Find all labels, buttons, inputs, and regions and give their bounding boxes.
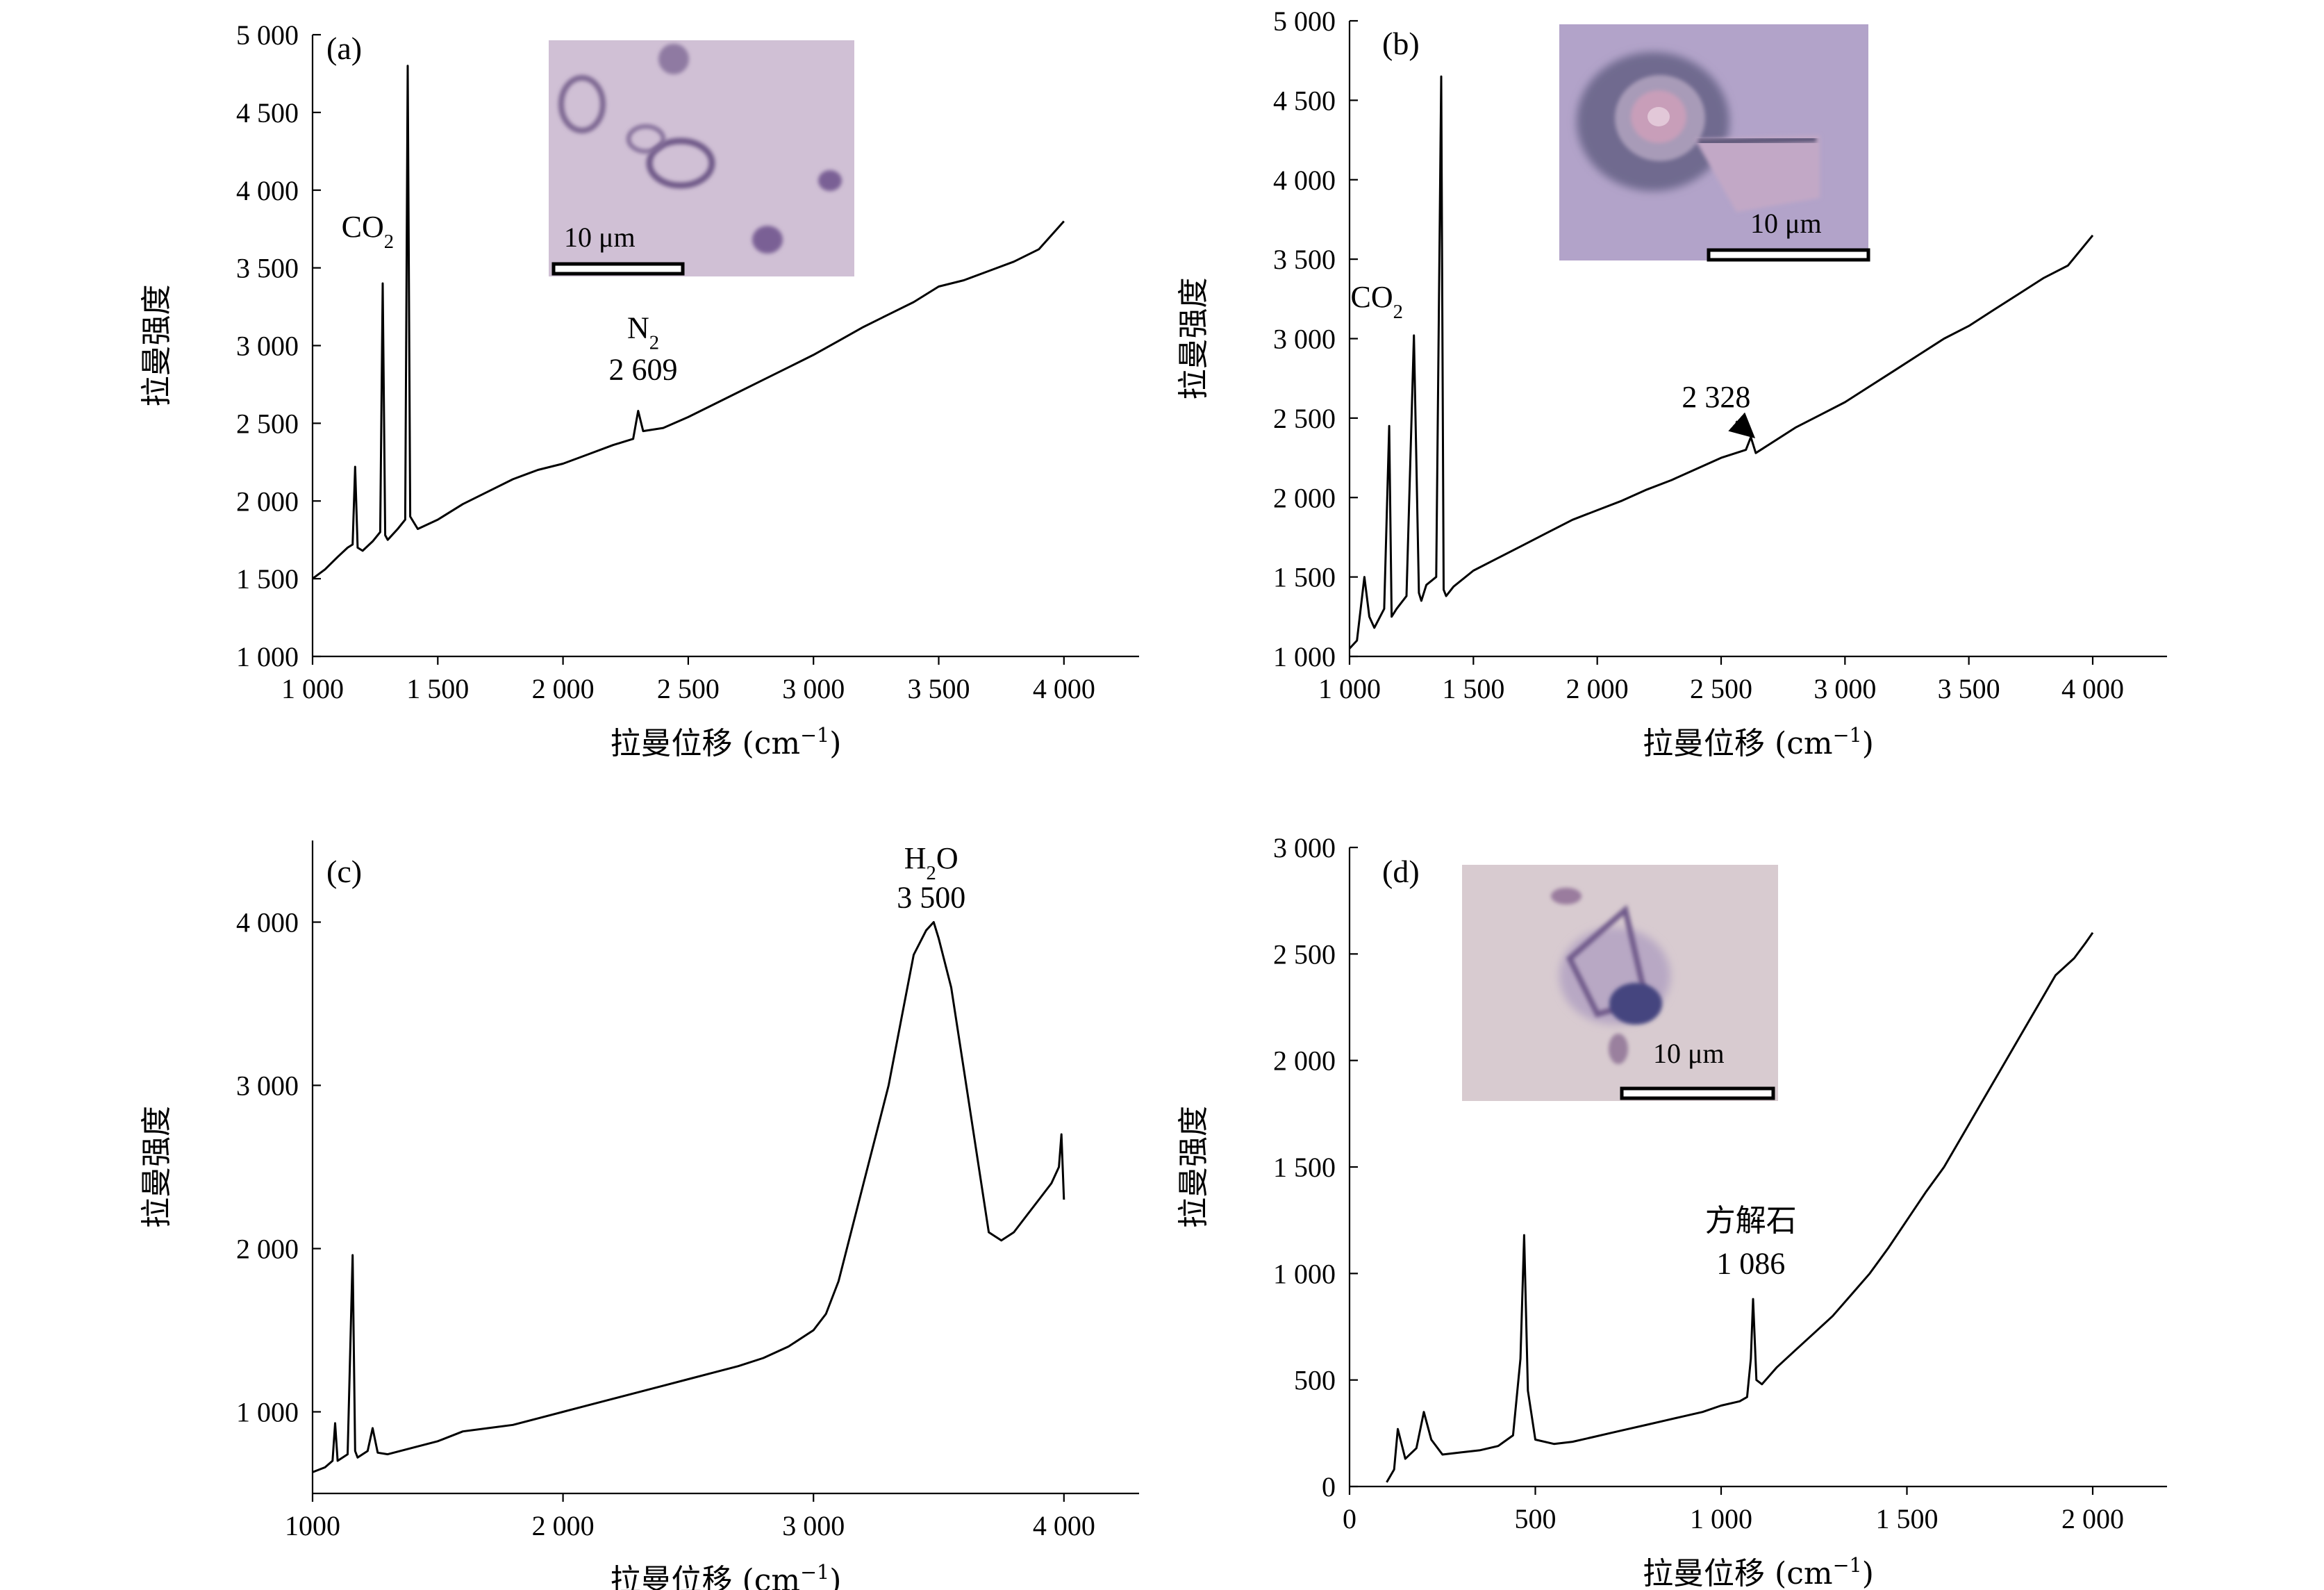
- y-tick-label: 2 500: [236, 408, 299, 439]
- inset-photo-b: [1559, 24, 1870, 262]
- y-tick-label: 3 000: [1273, 324, 1336, 355]
- peak-annotation: CO2: [1351, 280, 1403, 323]
- y-tick-label: 2 500: [1273, 938, 1336, 970]
- y-tick-label: 1 000: [1273, 1258, 1336, 1289]
- peak-annotation: 1 086: [1716, 1246, 1785, 1280]
- x-tick-label: 3 500: [908, 673, 970, 704]
- y-tick-label: 3 500: [1273, 244, 1336, 275]
- panel-label: (c): [326, 854, 362, 889]
- y-tick-label: 1 500: [236, 563, 299, 595]
- y-axis-title: 拉曼强度: [139, 1106, 174, 1228]
- peak-annotation: CO2: [342, 210, 394, 253]
- y-tick-label: 3 000: [1273, 832, 1336, 863]
- spectrum-line: [312, 65, 1065, 580]
- y-axis-title: 拉曼强度: [139, 285, 174, 407]
- peak-arrow: [1728, 412, 1756, 439]
- y-tick-label: 4 000: [1273, 165, 1336, 196]
- y-tick-label: 2 500: [1273, 403, 1336, 434]
- inset-scale-label-d: 10 μm: [1653, 1038, 1725, 1069]
- y-tick-label: 4 000: [236, 175, 299, 206]
- peak-annotation: 2 328: [1682, 380, 1750, 414]
- inset-photo-a: [549, 40, 854, 276]
- y-tick-label: 2 000: [1273, 482, 1336, 513]
- inset-photo-d: [1462, 865, 1778, 1101]
- inset-scale-label-a: 10 μm: [564, 222, 636, 253]
- peak-annotation: N2: [627, 310, 659, 354]
- y-tick-label: 1 500: [1273, 1152, 1336, 1183]
- x-tick-label: 1 000: [1318, 673, 1381, 704]
- x-tick-label: 1 500: [406, 673, 469, 704]
- y-tick-label: 5 000: [236, 19, 299, 51]
- y-tick-label: 3 000: [236, 331, 299, 362]
- y-tick-label: 1 000: [236, 1397, 299, 1428]
- inset-scale-label-b: 10 μm: [1750, 208, 1822, 239]
- y-tick-label: 5 000: [1273, 6, 1336, 37]
- x-tick-label: 3 000: [782, 673, 845, 704]
- y-tick-label: 4 500: [1273, 85, 1336, 116]
- y-tick-label: 500: [1294, 1365, 1336, 1396]
- panel-label: (a): [326, 31, 362, 66]
- panel-a: 1 000 1 500 2 000 2 500 3 000 3 500 4 000 1 000…: [139, 19, 1139, 761]
- y-tick-label: 2 000: [236, 1234, 299, 1265]
- y-tick-label: 1 500: [1273, 562, 1336, 593]
- x-tick-label: 3 500: [1938, 673, 2000, 704]
- panel-c: 1000 2 000 3 000 4 000 1 000 2 000 3 000 4 000 拉…: [139, 840, 1139, 1590]
- x-tick-label: 3 000: [782, 1510, 845, 1541]
- x-tick-label: 2 000: [2061, 1503, 2124, 1534]
- x-axis-title: 拉曼位移 (cm−1): [611, 1560, 842, 1590]
- y-tick-label: 3 500: [236, 253, 299, 284]
- x-tick-label: 500: [1515, 1503, 1557, 1534]
- peak-annotation: 3 500: [897, 880, 965, 914]
- x-tick-label: 1 000: [281, 673, 344, 704]
- x-tick-label: 3 000: [1813, 673, 1876, 704]
- x-tick-label: 4 000: [1033, 1510, 1095, 1541]
- x-axis-title: 拉曼位移 (cm−1): [1643, 1553, 1874, 1590]
- x-tick-label: 1 500: [1876, 1503, 1939, 1534]
- y-tick-label: 2 000: [1273, 1045, 1336, 1077]
- x-tick-label: 2 500: [657, 673, 720, 704]
- x-tick-label: 2 000: [1566, 673, 1629, 704]
- y-axis-title: 拉曼强度: [1176, 1106, 1211, 1228]
- panel-d: 0 500 1 000 1 500 2 000 0 500 1 000 1 500 2 000 2 …: [1176, 832, 2167, 1590]
- peak-annotation: H2O: [904, 841, 958, 884]
- x-tick-label: 1 000: [1690, 1503, 1752, 1534]
- y-tick-label: 1 000: [1273, 641, 1336, 672]
- x-tick-label: 0: [1343, 1503, 1356, 1534]
- x-tick-label: 4 000: [1033, 673, 1095, 704]
- panel-label: (b): [1382, 26, 1420, 61]
- y-axis-title: 拉曼强度: [1176, 278, 1211, 400]
- y-tick-label: 1 000: [236, 641, 299, 672]
- y-tick-label: 2 000: [236, 486, 299, 517]
- panel-label: (d): [1382, 854, 1420, 889]
- panel-b: 1 000 1 500 2 000 2 500 3 000 3 500 4 000 1 000…: [1176, 6, 2167, 761]
- spectrum-line: [1386, 931, 2094, 1483]
- y-tick-label: 4 500: [236, 97, 299, 129]
- peak-annotation: 方解石: [1705, 1203, 1797, 1239]
- y-tick-label: 3 000: [236, 1070, 299, 1102]
- x-tick-label: 2 000: [532, 1510, 595, 1541]
- y-tick-label: 0: [1322, 1471, 1336, 1502]
- x-tick-label: 1000: [285, 1510, 340, 1541]
- x-tick-label: 2 000: [532, 673, 595, 704]
- x-axis-title: 拉曼位移 (cm−1): [611, 723, 842, 761]
- x-tick-label: 4 000: [2061, 673, 2124, 704]
- spectrum-line: [312, 921, 1065, 1473]
- y-tick-label: 4 000: [236, 907, 299, 938]
- x-axis-title: 拉曼位移 (cm−1): [1643, 723, 1874, 761]
- spectrum-line: [1348, 75, 2094, 649]
- x-tick-label: 2 500: [1690, 673, 1752, 704]
- peak-annotation: 2 609: [609, 353, 678, 387]
- x-tick-label: 1 500: [1442, 673, 1504, 704]
